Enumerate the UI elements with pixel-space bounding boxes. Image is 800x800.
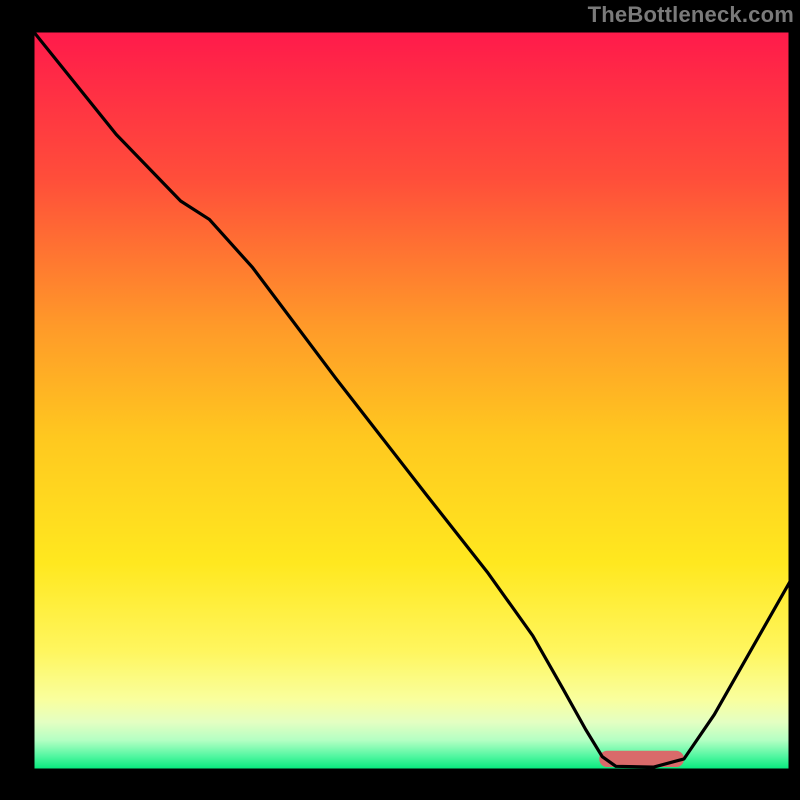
chart-container: { "watermark": { "text": "TheBottleneck.… — [0, 0, 800, 800]
chart-svg — [0, 0, 800, 800]
watermark-text: TheBottleneck.com — [588, 2, 794, 28]
plot-gradient-background — [33, 31, 790, 770]
